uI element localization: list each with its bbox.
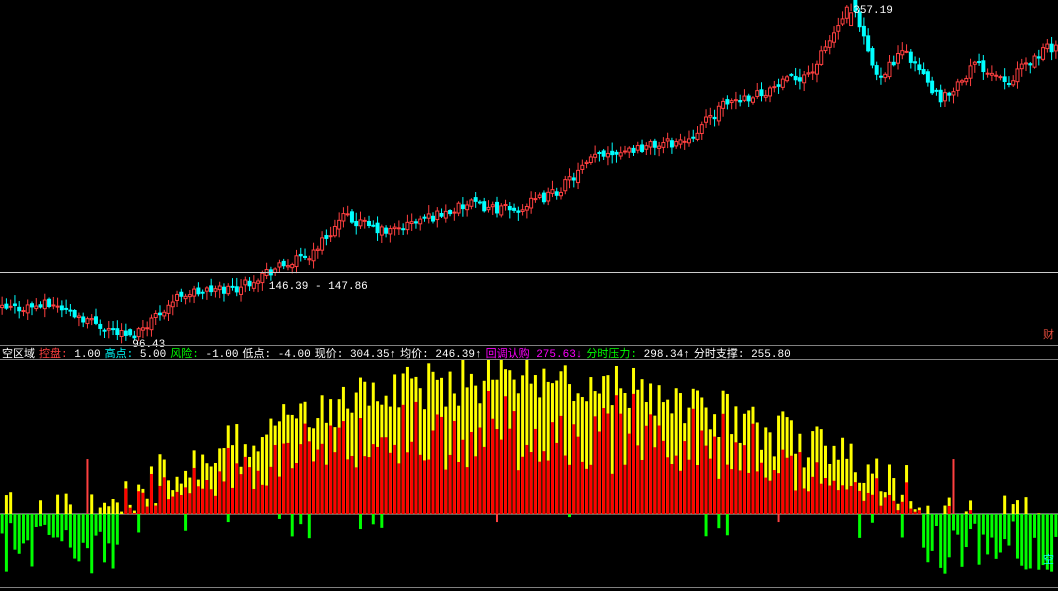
info-item: 高点: 5.00 [105,345,167,361]
price-annotation: 357.19 [853,5,893,17]
right-label-kong: 空 [1043,551,1054,567]
indicator-svg [0,360,1058,588]
candlestick-svg [0,0,1058,345]
info-item: 空区域 [2,345,35,361]
info-item: 低点: -4.00 [242,345,310,361]
info-item: 现价: 304.35↑ [315,345,396,361]
info-item: 回调认购 275.63↓ [486,345,583,361]
info-item: 均价: 246.39↑ [400,345,481,361]
info-item: 分时支撑: 255.80 [694,345,791,361]
candlestick-chart-panel[interactable]: 96.43146.39 - 147.86357.19 财 [0,0,1058,345]
indicator-histogram-panel[interactable]: 空 [0,360,1058,588]
indicator-info-bar: 空区域控盘: 1.00高点: 5.00风险: -1.00低点: -4.00 现价:… [0,345,1058,360]
info-item: 分时压力: 298.34↑ [586,345,689,361]
right-label-cai: 财 [1043,326,1054,342]
info-item: 控盘: 1.00 [39,345,101,361]
support-line [0,272,1058,273]
price-annotation: 146.39 - 147.86 [269,281,368,293]
info-item: 风险: -1.00 [170,345,238,361]
